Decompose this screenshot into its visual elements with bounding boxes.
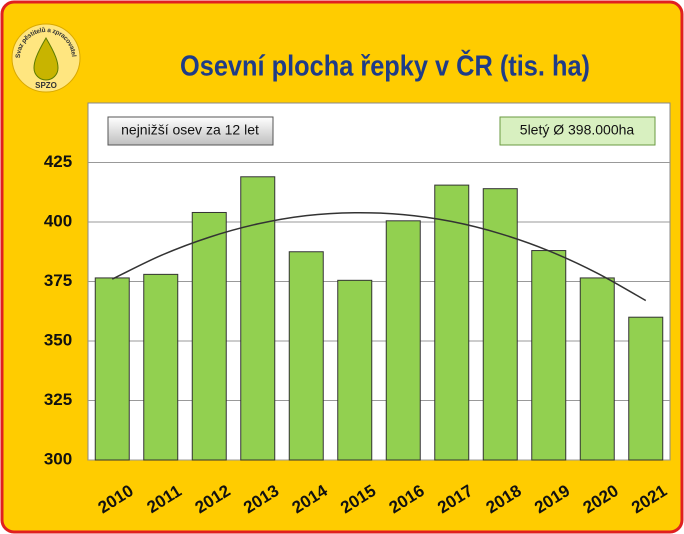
- logo-drop: [33, 37, 59, 81]
- bar: [94, 277, 130, 461]
- bar: [434, 184, 470, 461]
- y-tick-label: 375: [44, 271, 72, 290]
- bar: [143, 273, 179, 461]
- bar: [385, 220, 421, 461]
- chart-title: Osevní plocha řepky v ČR (tis. ha): [180, 49, 590, 83]
- y-tick-label: 400: [44, 211, 72, 230]
- annotation-box: [499, 116, 656, 146]
- annotation: 5letý Ø 398.000ha: [520, 122, 635, 138]
- y-tick-label: 425: [44, 152, 72, 171]
- bar: [579, 277, 615, 461]
- bar: [531, 250, 567, 461]
- logo-abbr: SPZO: [35, 81, 57, 90]
- bar: [628, 316, 664, 461]
- bar: [191, 211, 227, 461]
- bar: [482, 188, 518, 461]
- annotation: nejnižší osev za 12 let: [121, 122, 259, 138]
- bar: [240, 176, 276, 461]
- annotation-box: [107, 116, 274, 146]
- y-tick-label: 300: [44, 449, 72, 468]
- bar: [337, 279, 373, 461]
- y-tick-label: 350: [44, 330, 72, 349]
- y-tick-label: 325: [44, 390, 72, 409]
- bar: [288, 251, 324, 461]
- trend-line: [111, 211, 647, 302]
